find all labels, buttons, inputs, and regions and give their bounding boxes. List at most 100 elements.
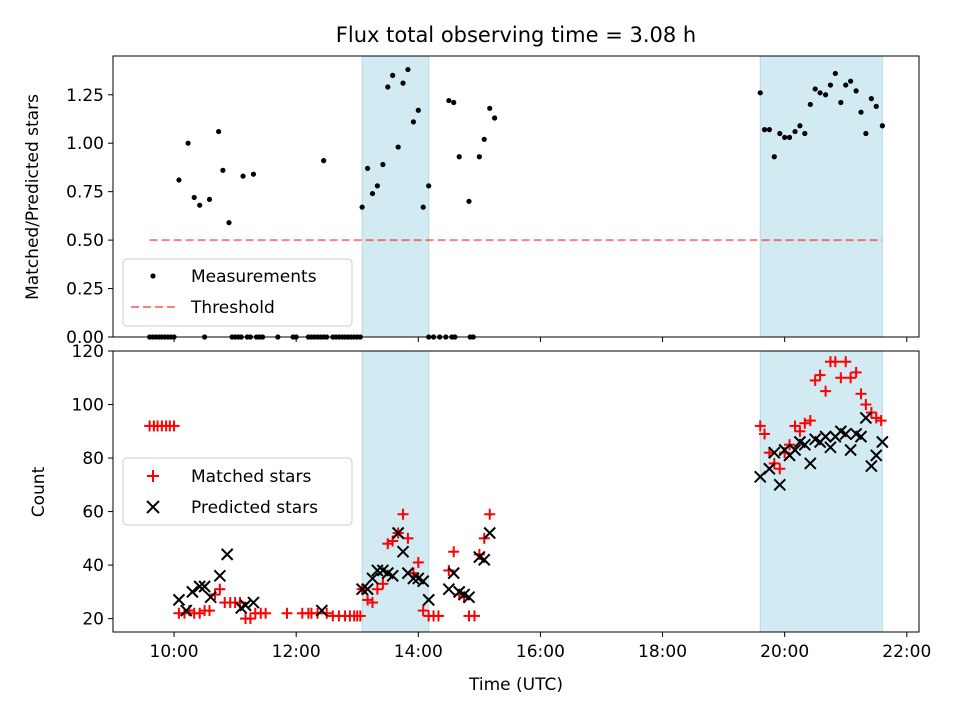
y-tick-label: 80 [82, 449, 104, 469]
measurement-point [191, 194, 197, 201]
matched-star-point [402, 532, 414, 544]
observing-window-2 [759, 350, 883, 633]
y-tick-label: 0.50 [66, 231, 104, 251]
measurement-point [400, 80, 406, 86]
measurement-point [420, 204, 426, 210]
predicted-star-point [854, 430, 868, 443]
predicted-star-point [193, 580, 206, 593]
count-points [144, 356, 889, 625]
predicted-star-point [844, 443, 857, 457]
predicted-star-point [768, 446, 781, 459]
chart-title: Flux total observing time = 3.08 h [336, 23, 696, 47]
measurement-point [817, 90, 823, 96]
y-axis-ticks: 20 40 60 80 100 120 [72, 342, 113, 630]
matched-star-point [367, 597, 379, 609]
legend-measurements-marker [150, 273, 156, 279]
predicted-star-point [204, 591, 217, 604]
predicted-star-point [819, 430, 832, 443]
measurement-point [385, 84, 391, 90]
legend: Matched stars Predicted stars [122, 457, 353, 526]
legend-matched-marker [147, 470, 159, 482]
measurement-point [197, 202, 203, 208]
matched-star-point [443, 564, 455, 576]
measurement-point [240, 173, 246, 179]
y-tick-label: 1.00 [66, 134, 104, 154]
predicted-star-point [763, 462, 776, 475]
matched-star-point [260, 607, 272, 619]
measurement-point [827, 82, 834, 88]
y-tick-label: 20 [82, 610, 104, 630]
predicted-star-point [422, 593, 435, 607]
matched-star-point [840, 356, 852, 368]
ratio-panel: 0.00 0.25 0.50 0.75 1.00 1.25 Matched/Predict… [23, 55, 920, 348]
predicted-star-point [824, 441, 837, 454]
measurement-point [206, 196, 213, 203]
x-tick-label: 20:00 [760, 642, 809, 662]
legend-predicted-label: Predicted stars [191, 498, 318, 518]
measurement-point [451, 99, 457, 106]
matched-star-point [209, 589, 221, 601]
y-tick-label: 120 [72, 342, 104, 362]
x-tick-label: 10:00 [150, 642, 199, 662]
matched-star-point [754, 420, 766, 432]
plot-frame [112, 350, 920, 633]
predicted-star-point [371, 564, 384, 577]
predicted-star-point [315, 604, 329, 617]
measurement-point [492, 115, 498, 121]
y-axis-label: Count [29, 466, 49, 517]
x-tick-label: 12:00 [272, 642, 321, 662]
predicted-star-point [478, 553, 491, 566]
predicted-star-point [859, 411, 873, 425]
x-tick-label: 14:00 [394, 642, 443, 662]
measurement-point [446, 97, 452, 104]
predicted-star-point [198, 580, 211, 593]
measurement-point [766, 127, 773, 133]
measurement-point [456, 154, 462, 160]
measurement-point [843, 82, 849, 88]
matched-star-point [321, 607, 333, 619]
measurement-point [426, 183, 432, 189]
matched-star-point [855, 388, 867, 400]
matched-star-point [794, 425, 806, 437]
predicted-star-point [876, 435, 889, 449]
predicted-star-point [798, 438, 812, 451]
predicted-star-point [773, 478, 786, 492]
y-axis-label: Matched/Predicted stars [23, 94, 43, 300]
measurement-point [812, 86, 818, 92]
predicted-star-point [839, 427, 852, 441]
measurement-point [792, 128, 798, 135]
observing-window-2 [759, 55, 883, 338]
predicted-star-point [396, 545, 410, 558]
predicted-star-point [386, 569, 399, 583]
x-tick-label: 18:00 [638, 642, 687, 662]
predicted-star-point [355, 582, 369, 596]
measurement-point [226, 220, 232, 226]
measurement-point [802, 130, 808, 137]
predicted-star-point [239, 599, 252, 612]
legend-threshold-label: Threshold [190, 298, 275, 318]
measurement-point [395, 144, 401, 150]
predicted-star-point [220, 548, 234, 561]
x-tick-label: 16:00 [516, 642, 565, 662]
measurement-point [374, 183, 380, 189]
matched-star-point [244, 613, 256, 625]
matched-star-point [412, 556, 424, 568]
measurement-point [853, 88, 859, 94]
measurement-point [797, 123, 803, 129]
predicted-star-point [483, 526, 496, 540]
legend: Measurements Threshold [122, 258, 353, 327]
matched-star-point [809, 374, 821, 386]
measurement-point [838, 99, 844, 106]
matched-star-point [354, 610, 366, 622]
matched-star-point [860, 399, 872, 411]
y-tick-label: 1.25 [66, 86, 104, 106]
matched-star-point [835, 372, 847, 384]
matched-star-point [820, 385, 832, 397]
predicted-star-point [865, 459, 878, 473]
measurement-point [873, 103, 879, 109]
x-axis-label: Time (UTC) [468, 675, 563, 695]
measurement-point [380, 161, 386, 168]
matched-star-point [875, 415, 887, 427]
measurement-point [185, 140, 191, 146]
